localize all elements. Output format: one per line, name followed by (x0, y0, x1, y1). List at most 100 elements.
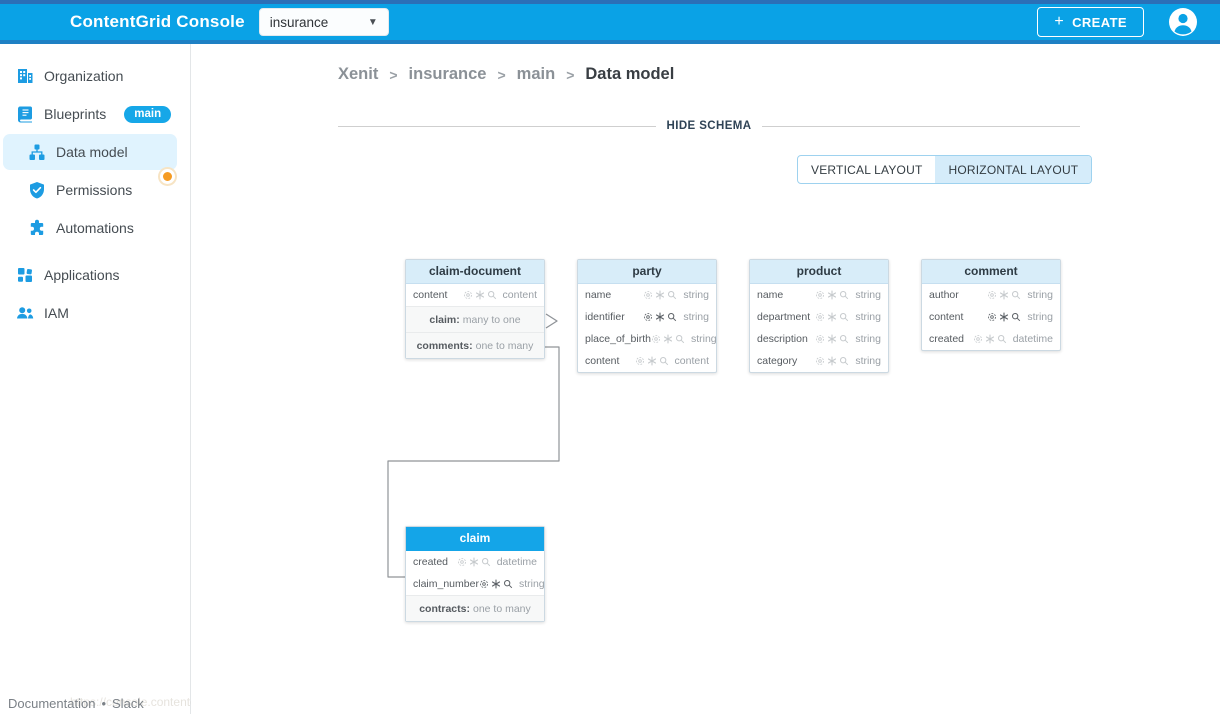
attribute-name: category (757, 355, 798, 367)
user-avatar[interactable] (1168, 7, 1198, 37)
entity-title-party[interactable]: party (578, 260, 716, 284)
entity-title-claim-document[interactable]: claim-document (406, 260, 544, 284)
attribute-comment-author[interactable]: author string (922, 284, 1060, 306)
shield-check-icon (28, 181, 46, 199)
sidebar-item-label: Permissions (56, 182, 133, 198)
asterisk-icon (469, 557, 479, 567)
attribute-party-name[interactable]: name string (578, 284, 716, 306)
slack-link[interactable]: Slack (112, 696, 144, 711)
attribute-flags (815, 356, 849, 366)
breadcrumb-org[interactable]: Xenit (338, 65, 379, 83)
people-icon (16, 304, 34, 322)
attribute-name: name (585, 289, 612, 301)
blueprint-branch-badge[interactable]: main (124, 105, 172, 123)
attribute-name: description (757, 333, 808, 345)
entity-title-comment[interactable]: comment (922, 260, 1060, 284)
attribute-type: string (855, 289, 881, 301)
attribute-type: string (690, 333, 717, 345)
horizontal-layout-button[interactable]: HORIZONTAL LAYOUT (935, 156, 1092, 183)
sidebar-item-label: IAM (44, 305, 69, 321)
divider-line (338, 125, 656, 127)
attribute-product-department[interactable]: department string (750, 306, 888, 328)
sidebar-item-blueprints[interactable]: Blueprints main (0, 95, 190, 133)
hide-schema-button[interactable]: HIDE SCHEMA (664, 120, 754, 132)
sidebar-item-iam[interactable]: IAM (0, 294, 190, 332)
project-selector[interactable]: insurance ▼ (258, 8, 389, 36)
attribute-party-content[interactable]: content content (578, 350, 716, 372)
entity-claim-document[interactable]: claim-document content content claim: many t… (405, 259, 545, 359)
asterisk-icon (475, 290, 485, 300)
attribute-type: string (855, 355, 881, 367)
entity-claim[interactable]: claim created datetime claim_number string co… (405, 526, 545, 622)
attribute-party-place_of_birth[interactable]: place_of_birth string (578, 328, 717, 350)
schema-divider: HIDE SCHEMA (338, 120, 1080, 132)
sidebar-item-permissions[interactable]: Permissions (0, 171, 190, 209)
fingerprint-icon (457, 557, 467, 567)
attribute-name: claim_number (413, 578, 479, 590)
sidebar-item-label: Blueprints (44, 106, 107, 122)
attribute-flags (479, 579, 513, 589)
asterisk-icon (655, 312, 665, 322)
fingerprint-icon (643, 290, 653, 300)
chevron-right-icon: > (497, 66, 506, 83)
sidebar-item-label: Organization (44, 68, 124, 84)
attribute-comment-content[interactable]: content string (922, 306, 1060, 328)
sidebar-item-label: Applications (44, 267, 120, 283)
attribute-name: content (585, 355, 620, 367)
create-button-label: CREATE (1072, 14, 1127, 30)
fingerprint-icon (643, 312, 653, 322)
attribute-flags (643, 312, 677, 322)
sidebar-item-data-model[interactable]: Data model (3, 134, 177, 170)
data-model-diagram: claim-document content content claim: many t… (191, 44, 1220, 714)
attribute-claim-created[interactable]: created datetime (406, 551, 544, 573)
attribute-name: created (413, 556, 449, 568)
entity-party[interactable]: party name string identifier string place_of_… (577, 259, 717, 373)
search-icon (839, 334, 849, 344)
attribute-party-identifier[interactable]: identifier string (578, 306, 716, 328)
attribute-type: datetime (1012, 333, 1053, 345)
attribute-type: string (1027, 289, 1053, 301)
attribute-product-description[interactable]: description string (750, 328, 888, 350)
breadcrumb-branch[interactable]: main (516, 65, 556, 83)
search-icon (667, 312, 677, 322)
puzzle-icon (28, 219, 46, 237)
relation-claim-contracts[interactable]: contracts: one to many (406, 595, 544, 621)
attribute-claim-document-content[interactable]: content content (406, 284, 544, 306)
sidebar-item-applications[interactable]: Applications (0, 256, 190, 294)
fingerprint-icon (651, 334, 661, 344)
attribute-flags (973, 334, 1007, 344)
fingerprint-icon (973, 334, 983, 344)
relation-claim-document-comments[interactable]: comments: one to many (406, 332, 544, 358)
search-icon (1011, 290, 1021, 300)
vertical-layout-button[interactable]: VERTICAL LAYOUT (811, 162, 923, 177)
app-title: ContentGrid Console (70, 12, 245, 31)
sidebar-footer: Documentation • Slack (8, 696, 144, 711)
attribute-comment-created[interactable]: created datetime (922, 328, 1060, 350)
entity-title-product[interactable]: product (750, 260, 888, 284)
search-icon (839, 312, 849, 322)
entity-comment[interactable]: comment author string content string created d… (921, 259, 1061, 351)
entity-title-claim[interactable]: claim (406, 527, 544, 551)
attribute-type: string (518, 578, 545, 590)
attribute-product-category[interactable]: category string (750, 350, 888, 372)
plus-icon: + (1054, 13, 1065, 30)
attribute-type: string (855, 311, 881, 323)
attribute-type: content (502, 289, 537, 301)
entity-product[interactable]: product name string department string descrip… (749, 259, 889, 373)
create-button[interactable]: + CREATE (1037, 7, 1144, 37)
relation-claim-document-claim[interactable]: claim: many to one (406, 306, 544, 332)
attribute-claim-claim_number[interactable]: claim_number string (406, 573, 545, 595)
search-icon (503, 579, 513, 589)
relation-cardinality: one to many (472, 602, 531, 615)
breadcrumb-project[interactable]: insurance (408, 65, 487, 83)
attribute-type: string (683, 311, 709, 323)
asterisk-icon (491, 579, 501, 589)
search-icon (481, 557, 491, 567)
documentation-link[interactable]: Documentation (8, 696, 96, 711)
sidebar-item-organization[interactable]: Organization (0, 57, 190, 95)
search-icon (675, 334, 685, 344)
attribute-name: department (757, 311, 811, 323)
sidebar-item-automations[interactable]: Automations (0, 209, 190, 247)
attribute-flags (635, 356, 669, 366)
attribute-product-name[interactable]: name string (750, 284, 888, 306)
